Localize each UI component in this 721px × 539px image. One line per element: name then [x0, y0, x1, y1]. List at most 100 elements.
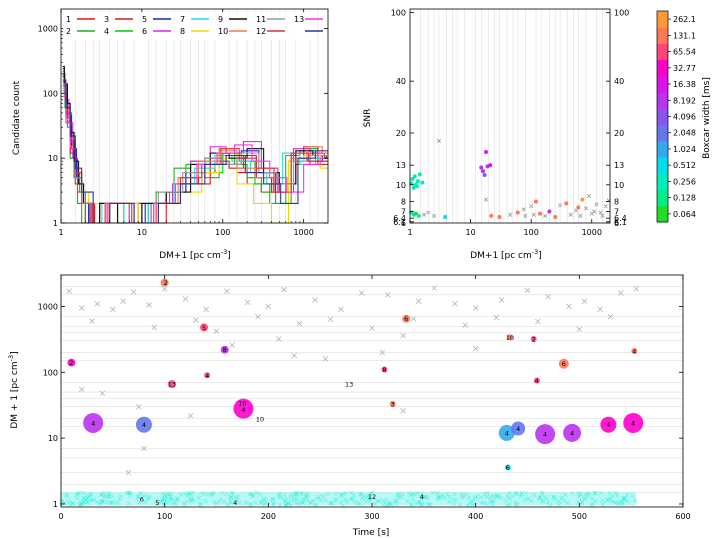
time-band-cross — [173, 501, 179, 507]
time-text-label: 4 — [205, 372, 209, 380]
time-cross — [576, 326, 583, 333]
time-cross — [452, 300, 458, 307]
time-marker — [558, 358, 569, 369]
time-band-cross — [328, 500, 334, 506]
histogram-series-line — [62, 79, 328, 224]
time-band-cross — [392, 499, 398, 504]
snr-ytick-label-right: 7 — [614, 207, 619, 216]
time-cross — [472, 345, 479, 352]
time-band-cross — [211, 490, 216, 495]
time-ytick-label: 100 — [43, 368, 58, 377]
time-cross — [94, 300, 101, 307]
time-band-cross — [393, 501, 399, 507]
time-band-cross — [399, 494, 404, 500]
time-band-cross — [209, 493, 215, 498]
time-marker-label: 4 — [142, 421, 146, 429]
legend-label: 13 — [294, 15, 304, 24]
snr-point — [484, 150, 489, 155]
histogram-vlines — [74, 9, 319, 223]
time-marker — [504, 464, 511, 471]
time-band-cross — [205, 492, 211, 497]
time-band-cross — [563, 492, 568, 498]
time-band-cross — [350, 496, 355, 501]
time-band-cross — [620, 501, 626, 506]
colorbar-tick-label: 16.38 — [673, 80, 696, 89]
histogram-xtick-label: 1 — [58, 228, 63, 237]
time-band-cross — [427, 502, 432, 507]
time-band-cross — [582, 492, 588, 497]
legend-label: 3 — [104, 15, 109, 24]
time-band-cross — [138, 491, 143, 496]
time-band-cross — [300, 500, 305, 505]
snr-point — [576, 205, 581, 210]
time-band-cross — [451, 501, 457, 507]
time-band-cross — [383, 498, 389, 503]
snr-points — [409, 138, 611, 220]
time-band-cross — [294, 500, 299, 506]
time-ytick-label: 10 — [48, 434, 58, 443]
legend-label: 1 — [66, 15, 71, 24]
time-cross — [581, 298, 588, 304]
histogram-ylabel: Candidate count — [12, 80, 22, 155]
time-axes: 0 100 200 300 400 500 600 1 10 100 1000 — [38, 274, 691, 521]
snr-cross — [568, 212, 573, 217]
colorbar-segment — [657, 92, 668, 109]
time-band-cross — [358, 491, 363, 497]
colorbar-tick-label: 65.54 — [673, 48, 696, 57]
time-band-cross — [85, 499, 90, 505]
time-band-cross — [453, 497, 459, 502]
snr-ytick-label-right: 6.4 — [614, 214, 627, 223]
time-marker — [220, 345, 229, 354]
time-band-cross — [485, 490, 490, 495]
time-band-cross — [457, 502, 462, 507]
snr-cross — [436, 138, 441, 143]
time-band-cross — [199, 490, 204, 496]
snr-ytick-label: 100 — [391, 9, 406, 18]
boxcar-colorbar: 0.064 0.128 0.256 0.512 1.024 2.048 4.096 8.192… — [656, 10, 696, 223]
time-band-cross — [506, 491, 512, 496]
time-band-cross — [187, 490, 192, 496]
histogram-ytick-label: 100 — [43, 89, 58, 98]
time-band-cross — [540, 491, 545, 496]
colorbar-tick-label: 32.77 — [673, 64, 696, 73]
time-marker — [135, 416, 152, 433]
colorbar-segment — [657, 173, 668, 191]
time-band-cross — [622, 497, 627, 502]
time-marker — [600, 416, 617, 433]
time-band-cross — [74, 492, 79, 497]
time-cross — [462, 322, 469, 328]
time-band-cross — [624, 493, 630, 498]
snr-ytick-label-right: 13 — [614, 161, 624, 170]
colorbar-segment — [657, 189, 668, 207]
time-band-cross — [494, 493, 499, 499]
time-band-cross — [109, 500, 114, 505]
time-band-cross — [374, 498, 380, 504]
snr-ytick-label: 10 — [396, 181, 406, 190]
colorbar-segment — [657, 140, 668, 158]
time-band-cross — [409, 502, 414, 508]
snr-point — [547, 209, 552, 214]
time-cross — [78, 305, 85, 311]
snr-ytick-label: 6.4 — [393, 214, 406, 223]
time-band-cross — [408, 492, 413, 497]
time-text-label: 2 — [69, 359, 73, 367]
time-band-cross — [294, 497, 300, 502]
snr-cross — [583, 206, 588, 211]
time-band-cross — [445, 492, 450, 497]
time-band-cross — [442, 495, 447, 500]
time-cross — [312, 297, 318, 303]
time-text-label: 10 — [506, 334, 514, 342]
time-band-cross — [608, 496, 613, 501]
time-band-cross — [175, 496, 180, 501]
histogram-xtick-label: 1000 — [293, 228, 313, 237]
time-band-cross — [115, 501, 120, 507]
time-band-cross — [507, 501, 513, 506]
time-band-cross — [630, 493, 635, 499]
time-xtick-label: 200 — [261, 512, 276, 521]
snr-point — [480, 169, 485, 174]
time-band-cross — [490, 502, 495, 507]
time-marker — [233, 398, 254, 419]
time-band-cross — [615, 501, 621, 506]
